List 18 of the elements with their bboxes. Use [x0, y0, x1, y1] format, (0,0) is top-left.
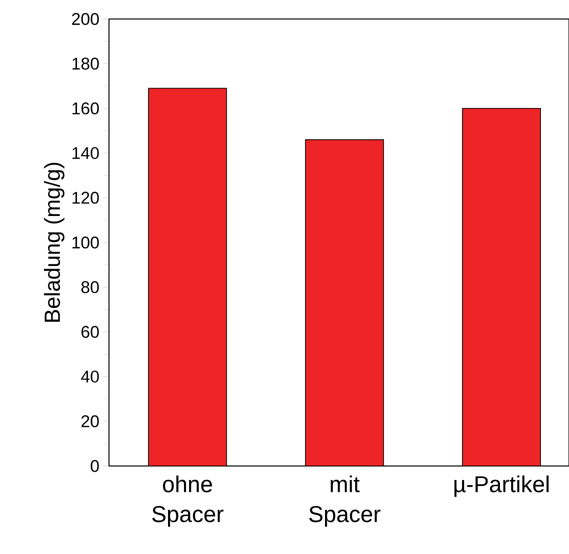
y-tick-label: 20: [82, 415, 99, 428]
y-axis-title: Beladung (mg/g): [44, 162, 64, 322]
y-tick-label: 0: [90, 460, 99, 472]
y-tick-label: 200: [72, 12, 99, 25]
x-tick-label: µ-Partikel: [454, 476, 549, 497]
y-tick-label: 80: [81, 281, 99, 294]
y-tick-label: 60: [82, 326, 99, 338]
bar: [462, 108, 541, 466]
y-tick-label: 140: [72, 147, 99, 160]
y-tick-label: 160: [72, 102, 99, 114]
bar: [305, 139, 384, 466]
bar: [148, 88, 227, 466]
x-tick-label: ohne Spacer: [152, 476, 224, 527]
x-tick-label: mit Spacer: [309, 476, 380, 527]
y-tick-label: 120: [72, 192, 99, 204]
y-tick-label: 100: [72, 236, 99, 248]
y-tick-label: 180: [72, 58, 99, 70]
y-tick-label: 40: [81, 370, 99, 383]
